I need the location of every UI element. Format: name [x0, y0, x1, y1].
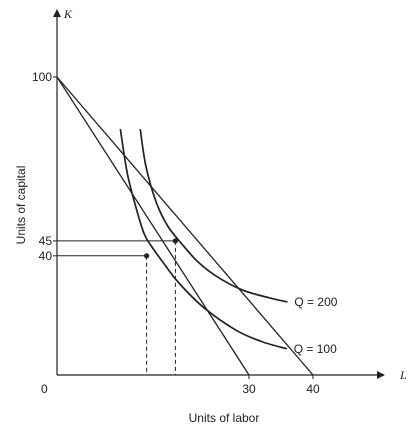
axes: K L 0 Units of labor Units of capital: [14, 7, 407, 425]
isoquant-curve-2: [139, 129, 288, 303]
y-axis-symbol: K: [63, 7, 73, 21]
isocost-lines: [56, 76, 314, 376]
x-tick-label-1: 30: [242, 382, 256, 396]
tangency-point-1: [144, 253, 150, 259]
origin-label: 0: [41, 382, 48, 396]
isoquant-labels: Q = 100 Q = 200: [294, 295, 338, 356]
x-axis-title: Units of labor: [189, 411, 260, 425]
y-tick-label-2: 45: [39, 234, 53, 248]
tangency-point-2: [172, 238, 178, 244]
x-axis-symbol: L: [399, 368, 407, 382]
isocost-line-1: [56, 76, 250, 376]
isoquant-label-2: Q = 200: [294, 295, 337, 309]
guide-lines: [57, 240, 176, 375]
y-tick-label-3: 40: [39, 249, 53, 263]
y-axis-title: Units of capital: [14, 166, 28, 245]
isoquant-label-1: Q = 100: [294, 342, 337, 356]
isoquant-curves: [119, 129, 288, 350]
x-tick-label-2: 40: [306, 382, 320, 396]
isoquant-curve-1: [119, 129, 287, 350]
y-tick-label-1: 100: [32, 70, 52, 84]
isocost-line-2: [56, 76, 314, 376]
